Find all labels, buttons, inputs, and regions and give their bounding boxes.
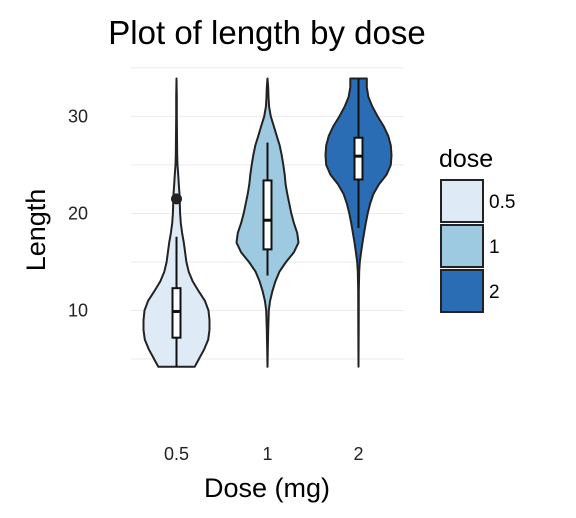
legend-label: 1	[489, 237, 500, 258]
y-tick-label: 10	[68, 301, 88, 321]
box-2	[353, 136, 364, 181]
chart-title: Plot of length by dose	[108, 14, 425, 51]
legend-key-1	[440, 224, 484, 268]
boxplots	[171, 78, 364, 367]
y-axis-title: Length	[21, 189, 51, 272]
legend-key-2	[440, 269, 484, 313]
legend-label: 2	[489, 282, 500, 303]
y-tick-label: 30	[68, 106, 88, 126]
x-tick-label: 1	[262, 444, 272, 464]
x-tick-label: 0.5	[164, 444, 189, 464]
legend-title: dose	[439, 145, 493, 173]
outlier-point	[171, 193, 182, 205]
legend-label: 0.5	[489, 192, 515, 213]
y-tick-label: 20	[68, 203, 88, 223]
legend: dose 0.5 1 2	[439, 145, 515, 313]
box-1	[262, 179, 273, 251]
x-axis-title: Dose (mg)	[204, 473, 330, 503]
y-axis-ticks: 10 20 30	[68, 106, 88, 320]
legend-key-0.5	[440, 179, 484, 223]
x-axis-ticks: 0.5 1 2	[164, 444, 364, 464]
violin-0.5	[142, 77, 211, 368]
x-tick-label: 2	[353, 444, 363, 464]
